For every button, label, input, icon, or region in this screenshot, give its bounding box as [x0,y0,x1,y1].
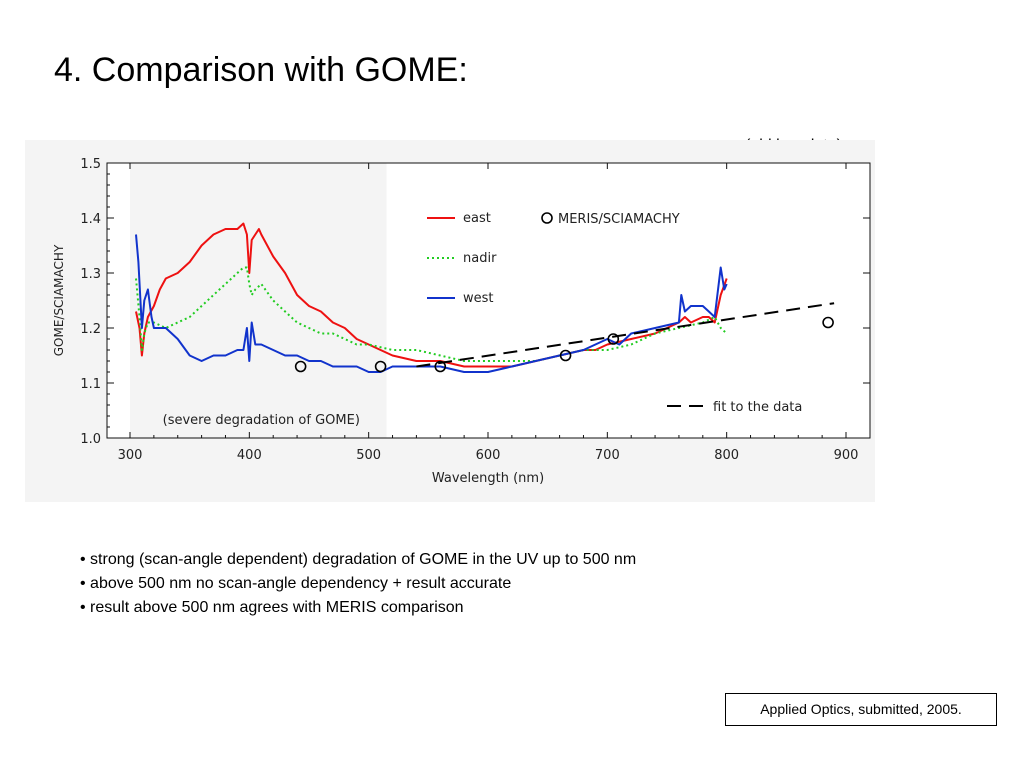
series-line-east [135,222,728,368]
meris-point [374,360,387,373]
x-tick-label: 400 [237,448,262,463]
y-tick-label: 1.3 [80,267,101,282]
legend-label: fit to the data [713,400,802,415]
citation-box: Applied Optics, submitted, 2005. [725,693,997,726]
y-axis-label: GOME/SCIAMACHY [52,244,66,356]
slide-title: 4. Comparison with GOME: [54,51,468,89]
series-line-west [135,234,728,373]
legend-label: east [463,211,491,226]
series-line-fit-to-the-data [416,302,835,368]
x-tick-label: 700 [595,448,620,463]
meris-point [607,333,620,345]
y-tick-label: 1.4 [80,212,101,227]
bullet-item: result above 500 nm agrees with MERIS co… [80,596,636,620]
chart-panel: 300 400 500 600 700 800 900 1.0 1.1 1.2 1.3 1.4 1.5 … [25,140,875,502]
x-tick-label: 500 [356,448,381,463]
bullet-item: strong (scan-angle dependent) degradatio… [80,548,636,572]
bullet-item: above 500 nm no scan-angle dependency + … [80,572,636,596]
meris-point [294,360,307,373]
legend-marker [541,212,553,224]
x-tick-label: 300 [118,448,143,463]
x-tick-label: 900 [834,448,859,463]
meris-point [559,349,572,362]
legend-label: nadir [463,251,497,266]
legend: east nadir west MERIS/SCIAMACHY fit to the d… [427,211,802,415]
y-tick-label: 1.0 [80,432,101,447]
degradation-shaded-region [130,163,387,438]
x-axis-label: Wavelength (nm) [432,471,544,486]
bullet-list: strong (scan-angle dependent) degradatio… [80,548,636,620]
y-tick-label: 1.1 [80,377,101,392]
y-tick-label: 1.5 [80,157,101,172]
legend-label: west [463,291,494,306]
x-tick-label: 600 [476,448,501,463]
meris-point [434,360,447,373]
legend-label: MERIS/SCIAMACHY [558,212,680,227]
meris-point [822,316,834,329]
gome-sciamachy-chart: 300 400 500 600 700 800 9001.01.11.21.31.41.5 … [52,157,871,486]
x-tick-label: 800 [714,448,739,463]
degradation-label: (severe degradation of GOME) [163,413,360,428]
y-tick-label: 1.2 [80,322,101,337]
